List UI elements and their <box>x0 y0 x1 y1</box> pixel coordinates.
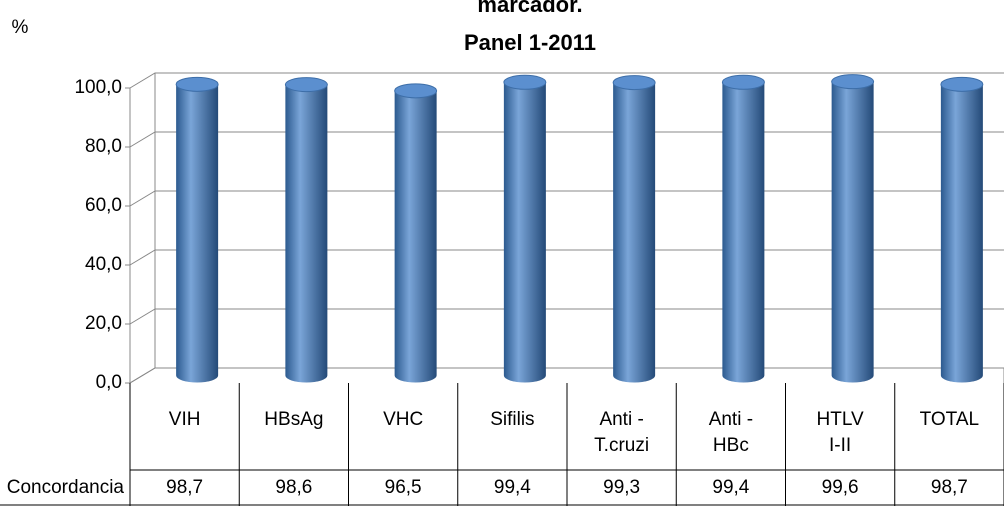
bar <box>394 83 438 383</box>
legend-label: Concordancia <box>7 477 125 498</box>
data-label: 99,4 <box>494 477 531 498</box>
x-tick-label: VHC <box>383 409 423 430</box>
data-label: 99,4 <box>712 477 749 498</box>
chart-subtitle: Panel 1-2011 <box>464 30 596 55</box>
x-tick-label: Anti -T.cruzi <box>594 409 649 456</box>
y-tick-label: 20,0 <box>85 313 122 334</box>
y-tick-label: 60,0 <box>85 195 122 216</box>
y-tick-label: 0,0 <box>96 372 122 393</box>
bar-body <box>394 90 437 383</box>
data-label: 98,7 <box>931 477 968 498</box>
bar-top <box>175 76 219 92</box>
bar-top <box>503 74 547 90</box>
bar-top <box>284 77 328 93</box>
grid-line <box>129 190 1004 207</box>
x-tick-label: HTLV I-II <box>817 409 864 456</box>
bar-body <box>176 84 219 383</box>
bar-body <box>285 84 328 383</box>
y-axis-label: % <box>12 17 29 38</box>
bar-top <box>612 75 656 91</box>
x-tick-label: Sifilis <box>490 409 534 430</box>
bar <box>284 77 328 383</box>
bar-body <box>613 82 656 383</box>
bar-body <box>503 82 546 383</box>
bar <box>175 76 219 383</box>
bar-top <box>721 74 765 90</box>
y-tick-label: 100,0 <box>74 77 122 98</box>
bar-top <box>394 83 438 99</box>
bar <box>612 75 656 383</box>
y-tick-label: 80,0 <box>85 136 122 157</box>
data-label: 98,6 <box>275 477 312 498</box>
x-tick-label: Anti -HBc <box>709 409 753 456</box>
grid-line <box>129 249 1004 266</box>
bar-body <box>722 82 765 383</box>
bar-body <box>831 81 874 383</box>
bar <box>831 74 875 383</box>
data-label: 96,5 <box>385 477 422 498</box>
x-tick-label: VIH <box>169 409 201 430</box>
grid-line <box>129 72 1004 89</box>
data-label: 99,3 <box>603 477 640 498</box>
bar <box>940 76 984 383</box>
data-label: 99,6 <box>822 477 859 498</box>
grid-line <box>129 308 1004 325</box>
bar-top <box>831 74 875 90</box>
data-label: 98,7 <box>166 477 203 498</box>
bar <box>503 74 547 383</box>
bar <box>721 74 765 383</box>
grid-line <box>129 367 1004 384</box>
y-tick-label: 40,0 <box>85 254 122 275</box>
bar-body <box>940 84 983 383</box>
x-tick-label: HBsAg <box>264 409 323 430</box>
chart-title: marcador. <box>477 0 582 17</box>
grid-line <box>129 131 1004 148</box>
x-tick-label: TOTAL <box>920 409 979 430</box>
bar-top <box>940 76 984 92</box>
